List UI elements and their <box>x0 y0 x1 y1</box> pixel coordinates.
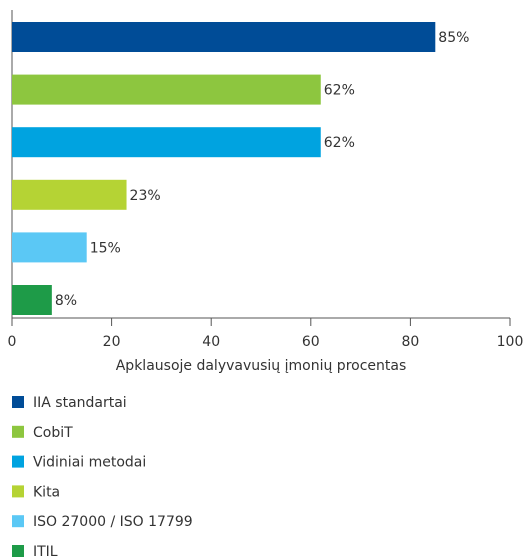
legend-label: IIA standartai <box>33 395 127 411</box>
bar <box>12 285 52 315</box>
data-label: 62% <box>324 83 355 99</box>
legend-label: Vidiniai metodai <box>33 455 146 471</box>
bar <box>12 127 321 158</box>
bar <box>12 232 87 263</box>
x-tick-label: 60 <box>302 334 320 350</box>
data-label: 85% <box>438 30 469 46</box>
data-label: 62% <box>324 135 355 151</box>
x-tick-label: 80 <box>401 334 419 350</box>
legend-swatch <box>12 485 24 498</box>
x-axis-label: Apklausoje dalyvavusių įmonių procentas <box>116 358 407 374</box>
legend-swatch <box>12 425 24 438</box>
legend-swatch <box>12 545 24 557</box>
legend-swatch <box>12 515 24 528</box>
bar <box>12 22 436 52</box>
data-label: 23% <box>130 188 161 204</box>
x-tick-label: 40 <box>202 334 220 350</box>
x-tick-label: 100 <box>497 334 524 350</box>
bar <box>12 179 127 210</box>
legend-label: Kita <box>33 484 60 500</box>
legend-label: CobiT <box>33 425 73 441</box>
data-label: 8% <box>55 293 77 309</box>
legend-label: ISO 27000 / ISO 17799 <box>33 514 193 530</box>
bar <box>12 74 321 105</box>
data-label: 15% <box>90 240 121 256</box>
x-tick-label: 0 <box>8 334 17 350</box>
legend-swatch <box>12 396 24 408</box>
legend-label: ITIL <box>33 544 58 560</box>
legend-swatch <box>12 455 24 468</box>
x-tick-label: 20 <box>103 334 121 350</box>
